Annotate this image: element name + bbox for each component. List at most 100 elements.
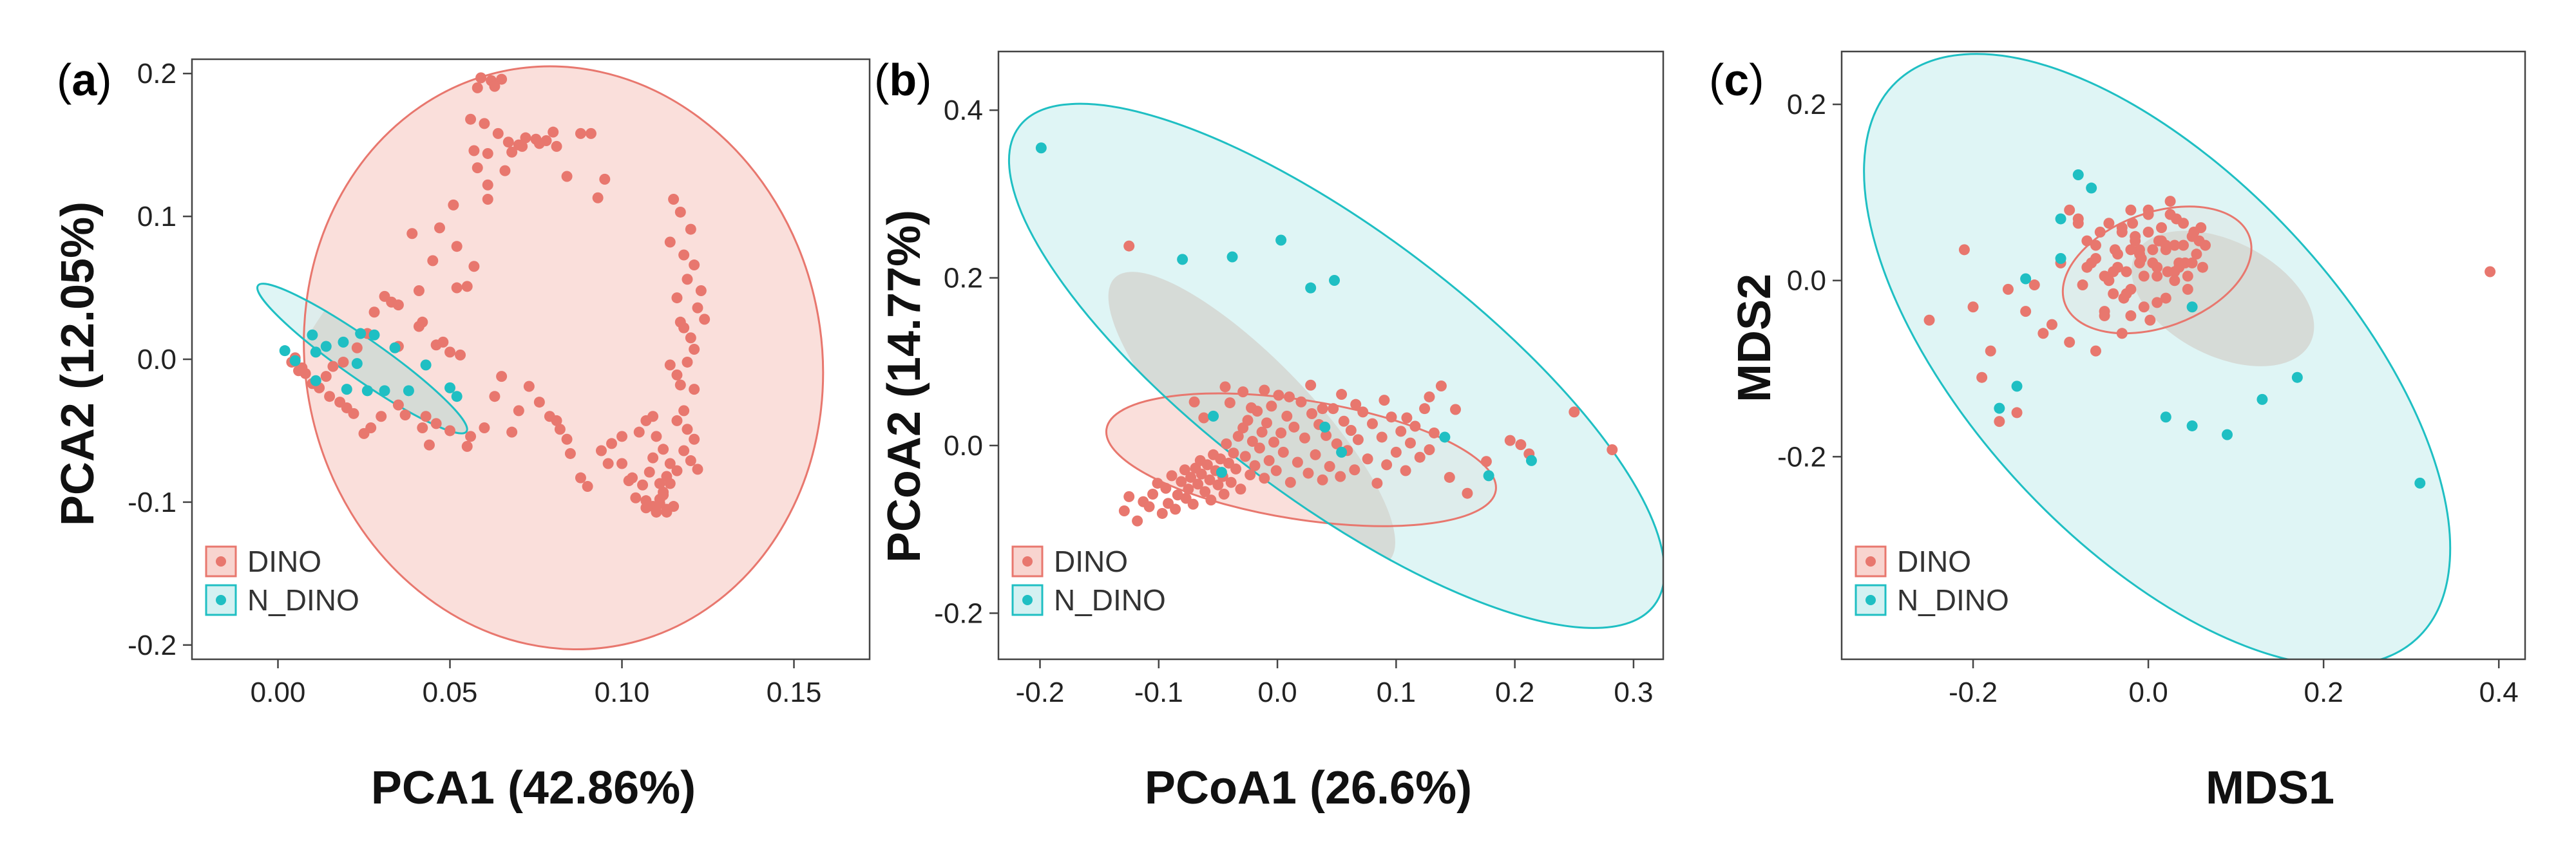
panel-b-point-dino	[1317, 403, 1328, 415]
panel-a-point-dino	[444, 346, 456, 358]
panel-c-ellipse-dino	[2061, 205, 2253, 335]
panel-a-point-dino	[482, 193, 493, 205]
panel-a-point-dino	[651, 431, 662, 442]
panel-a-y-tick-label: 0.1	[137, 201, 177, 232]
panel-c-label: (c)	[1709, 55, 1764, 105]
panel-b-point-dino	[1379, 395, 1390, 406]
panel-a-point-dino	[689, 343, 700, 355]
panel-c-point-dino	[2193, 235, 2205, 247]
panel-b-point-dino	[1256, 426, 1268, 438]
panel-c-point-dino	[2155, 235, 2167, 247]
panel-b-point-dino	[1192, 478, 1204, 490]
panel-c-legend-label-n-dino: N_DINO	[1897, 583, 2009, 617]
panel-b-point-dino	[1376, 431, 1388, 443]
panel-c: (c) -0.2 0.0 0.2 0.4 -0.2 0.0 0.2 DINO N_DINO MD…	[1709, 50, 2526, 814]
panel-a-point-dino	[358, 428, 370, 439]
panel-a-point-dino	[461, 281, 473, 292]
panel-c-point-dino	[2188, 226, 2200, 238]
panel-a-point-dino	[699, 314, 711, 325]
panel-c-frame	[1840, 50, 2526, 661]
panel-b-point-dino	[1284, 476, 1296, 488]
panel-c-x-tick-label: 0.4	[2479, 677, 2519, 708]
panel-b-point-dino	[1179, 464, 1190, 476]
panel-c-point-dino	[2028, 279, 2040, 291]
panel-c-point-dino	[2108, 288, 2119, 299]
panel-b-point-dino	[1367, 418, 1378, 429]
panel-c-point-dino	[1985, 345, 1996, 357]
panel-b-point-dino	[1371, 478, 1383, 489]
panel-b-point-n-dino	[1035, 142, 1047, 154]
panel-a-point-dino	[430, 339, 442, 351]
panel-b-x-tick-label: 0.2	[1495, 677, 1534, 708]
panel-a-point-dino	[513, 405, 524, 417]
panel-a-point-dino	[472, 82, 483, 93]
panel-a-point-dino	[482, 179, 493, 191]
panel-a-point-dino	[434, 222, 445, 234]
panel-b-point-dino	[1237, 386, 1249, 398]
panel-b-x-tick-label: 0.1	[1377, 677, 1416, 708]
panel-a-point-dino	[575, 127, 586, 139]
panel-a-ellipse-n-dino	[256, 283, 468, 435]
panel-c-point-dino	[2151, 261, 2163, 273]
panel-a-point-dino	[327, 361, 339, 372]
panel-c-point-dino	[2103, 218, 2115, 229]
panel-a-point-dino	[293, 365, 305, 377]
panel-a-label: (a)	[57, 55, 112, 105]
panel-c-x-axis-title: MDS1	[2206, 762, 2334, 814]
panel-c-y-tick-label: 0.0	[1787, 265, 1826, 297]
panel-b-y-tick-label: 0.2	[944, 263, 983, 294]
panel-a-point-dino	[496, 73, 508, 85]
panel-a-point-n-dino	[361, 385, 373, 397]
panel-a-point-dino	[692, 464, 703, 475]
panel-c-point-n-dino	[2055, 253, 2066, 265]
panel-c-point-n-dino	[2186, 420, 2198, 431]
panel-b-point-n-dino	[1216, 467, 1227, 478]
panel-a-point-dino	[451, 282, 463, 294]
panel-b-legend-label-n-dino: N_DINO	[1054, 583, 1166, 617]
panel-b-point-dino	[1268, 437, 1280, 448]
panel-b-x-tick-label: 0.0	[1257, 677, 1297, 708]
panel-b-point-dino	[1504, 435, 1516, 446]
panel-b-point-dino	[1219, 381, 1231, 393]
panel-a-point-dino	[644, 466, 655, 478]
panel-b-point-dino	[1270, 465, 1282, 476]
panel-b-point-dino	[1239, 451, 1251, 462]
panel-c-ellipse-n-dino-fill	[1864, 53, 2450, 659]
panel-c-point-dino	[2151, 270, 2163, 282]
panel-a-point-dino	[637, 479, 649, 491]
panel-b-point-dino	[1172, 489, 1183, 501]
panel-b-point-dino	[1215, 453, 1226, 465]
panel-c-point-dino	[1994, 416, 2005, 428]
panel-b-point-dino	[1259, 384, 1270, 396]
panel-b-point-dino	[1170, 503, 1181, 515]
panel-b-x-tick-label: -0.1	[1134, 677, 1183, 708]
panel-c-point-dino	[2116, 328, 2128, 339]
panel-c-point-dino	[2133, 244, 2145, 256]
panel-c-point-dino	[2090, 345, 2101, 357]
panel-a-point-dino	[685, 223, 696, 235]
panel-a-ellipse-dino-fill	[303, 66, 823, 650]
panel-c-point-n-dino	[2020, 273, 2032, 285]
panel-a-point-dino	[368, 306, 380, 318]
panel-b-y-tick-label: 0.4	[944, 95, 983, 126]
panel-b-point-dino	[1338, 415, 1350, 427]
panel-a-point-dino	[334, 397, 346, 408]
panel-a-point-dino	[544, 411, 555, 422]
panel-b-point-dino	[1424, 391, 1435, 402]
panel-a-point-dino	[682, 356, 693, 368]
panel-a-point-dino	[533, 397, 545, 408]
panel-a-point-dino	[392, 399, 404, 411]
panel-b-point-dino	[1246, 402, 1257, 413]
panel-c-point-dino	[2191, 249, 2202, 260]
panel-a-point-n-dino	[355, 328, 367, 339]
panel-a-point-dino	[654, 498, 665, 509]
panel-b-point-dino	[1185, 471, 1197, 483]
panel-a-point-n-dino	[310, 375, 321, 386]
panel-c-point-dino	[2121, 266, 2132, 277]
panel-a-point-dino	[413, 285, 425, 296]
panel-c-point-dino	[1958, 244, 1970, 256]
panel-a-point-dino	[674, 379, 686, 391]
panel-b-point-dino	[1335, 471, 1346, 482]
panel-b-point-dino	[1607, 444, 1618, 455]
panel-a-point-dino	[496, 371, 508, 382]
